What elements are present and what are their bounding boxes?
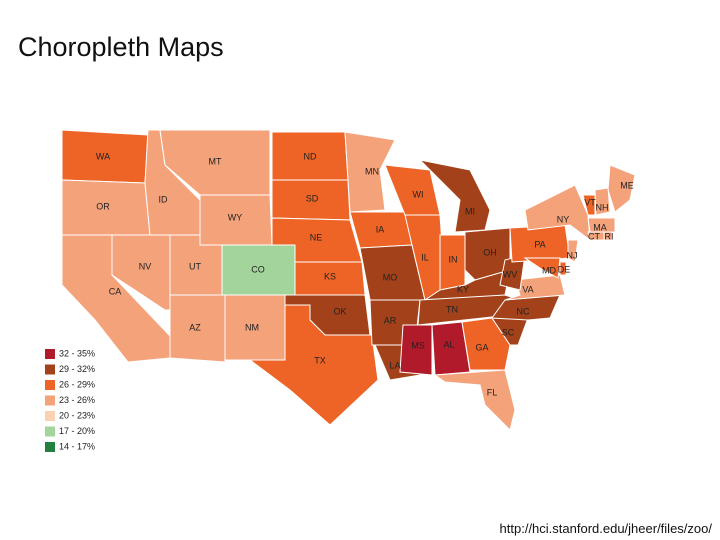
legend-label: 29 - 32% (59, 364, 95, 374)
state-region (461, 317, 511, 371)
state-label: MO (383, 272, 398, 282)
state-region (399, 324, 433, 376)
state-label: TN (446, 304, 458, 314)
state-region (567, 239, 579, 263)
state-label: MS (411, 340, 425, 350)
source-url: http://hci.stanford.edu/jheer/files/zoo/ (499, 521, 712, 536)
state-label: IN (449, 254, 458, 264)
state-label: WV (503, 269, 518, 279)
state-label: NE (310, 232, 323, 242)
state-region (248, 304, 379, 426)
state-label: CO (251, 264, 265, 274)
state-label: IL (421, 252, 429, 262)
legend-label: 32 - 35% (59, 348, 95, 358)
state-region (594, 187, 611, 216)
state-region (607, 164, 636, 213)
state-label: NJ (567, 250, 578, 260)
legend-swatch (45, 380, 55, 390)
state-label: WI (413, 189, 424, 199)
legend-swatch (45, 411, 55, 421)
state-label: MD (542, 265, 556, 275)
legend-swatch (45, 442, 55, 452)
state-label: NM (245, 322, 259, 332)
legend-label: 17 - 20% (59, 426, 95, 436)
state-label: ME (620, 180, 634, 190)
state-label: UT (189, 261, 201, 271)
state-label: AL (443, 339, 454, 349)
state-label: KS (324, 271, 336, 281)
state-label: KY (457, 284, 469, 294)
state-region (169, 294, 226, 363)
state-label: AZ (189, 322, 201, 332)
state-label: NC (517, 306, 530, 316)
state-region (433, 369, 516, 431)
state-label: RI (605, 231, 614, 241)
state-label: SD (306, 193, 319, 203)
state-label: MT (209, 156, 222, 166)
state-label: DE (558, 264, 571, 274)
state-label: ND (304, 151, 317, 161)
state-label: TX (314, 355, 326, 365)
slide-title: Choropleth Maps (18, 32, 224, 62)
state-label: OR (96, 201, 110, 211)
state-label: FL (487, 387, 498, 397)
state-label: AR (384, 315, 397, 325)
state-label: IA (376, 224, 385, 234)
state-label: CA (109, 286, 122, 296)
legend-label: 20 - 23% (59, 410, 95, 420)
legend-swatch (45, 395, 55, 406)
legend-label: 26 - 29% (59, 379, 95, 389)
state-label: SC (502, 327, 515, 337)
state-label: NH (596, 202, 609, 212)
state-label: MN (365, 166, 379, 176)
state-label: VA (522, 284, 533, 294)
state-label: MA (593, 222, 607, 232)
state-label: GA (475, 342, 488, 352)
state-label: NY (557, 214, 570, 224)
legend-label: 14 - 17% (59, 441, 95, 451)
state-region (603, 231, 613, 241)
legend-label: 23 - 26% (59, 395, 95, 405)
state-label: MI (465, 206, 475, 216)
state-region (582, 194, 596, 216)
legend-swatch (45, 364, 55, 375)
state-label: ID (159, 194, 169, 204)
legend-swatch (45, 349, 55, 359)
state-label: WY (228, 212, 243, 222)
state-region (344, 131, 396, 213)
state-label: PA (534, 239, 545, 249)
state-region (587, 217, 616, 233)
state-label: WA (96, 151, 110, 161)
state-label: LA (389, 360, 400, 370)
state-label: OH (483, 247, 497, 257)
state-region (559, 261, 567, 276)
state-label: OK (333, 306, 346, 316)
state-region (523, 257, 561, 279)
legend-swatch (45, 426, 55, 437)
state-label: NV (139, 261, 152, 271)
state-label: CT (588, 231, 600, 241)
state-label: VT (584, 197, 596, 207)
